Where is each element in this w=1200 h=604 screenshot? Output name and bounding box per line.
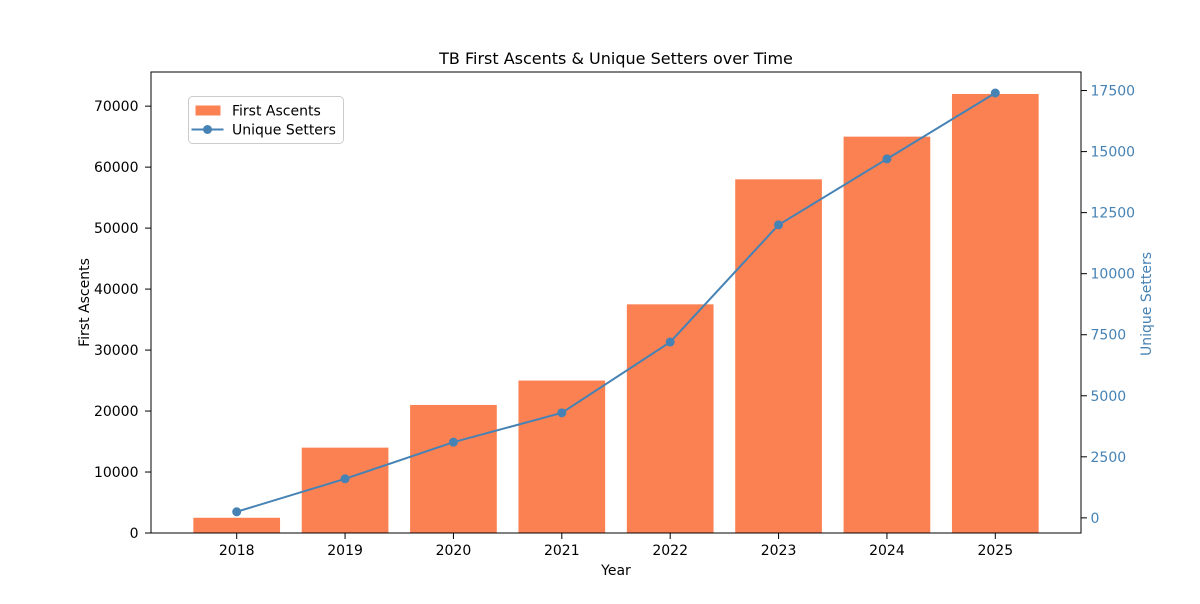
x-tick-label-2021: 2021	[544, 543, 580, 559]
line-point-2025	[990, 88, 1000, 98]
y-right-tick-label-17500: 17500	[1091, 84, 1136, 100]
y-left-tick-label-0: 0	[130, 526, 139, 542]
y-right-tick-label-10000: 10000	[1091, 267, 1136, 283]
bar-2021	[518, 380, 606, 533]
plot-border	[150, 71, 1082, 534]
x-tick-label-2025: 2025	[977, 543, 1013, 559]
y-left-tick-label-10000: 10000	[94, 465, 139, 481]
legend-swatch-first-ascents	[195, 105, 221, 116]
x-tick-label-2018: 2018	[219, 543, 255, 559]
y-right-tick-label-7500: 7500	[1091, 328, 1127, 344]
y-right-tick-label-0: 0	[1091, 511, 1100, 527]
bar-2019	[301, 447, 389, 533]
line-unique-setters	[236, 92, 996, 513]
bar-2024	[843, 136, 931, 533]
line-point-2021	[557, 408, 567, 418]
bar-2025	[951, 93, 1039, 533]
legend-box	[188, 96, 344, 144]
y-right-axis-label: Unique Setters	[1139, 252, 1155, 356]
line-point-2023	[774, 220, 784, 230]
line-point-2018	[232, 507, 242, 517]
chart-title: TB First Ascents & Unique Setters over T…	[438, 49, 793, 68]
legend-label-unique-setters: Unique Setters	[232, 123, 336, 139]
legend-marker-unique-setters	[203, 125, 212, 134]
y-right-tick-label-5000: 5000	[1091, 389, 1127, 405]
line-point-2020	[448, 437, 458, 447]
y-left-tick-label-70000: 70000	[94, 99, 139, 115]
y-right-tick-label-12500: 12500	[1091, 206, 1136, 222]
bar-2018	[193, 517, 281, 533]
y-right-tick-label-2500: 2500	[1091, 450, 1127, 466]
y-left-tick-label-50000: 50000	[94, 221, 139, 237]
y-left-tick-label-40000: 40000	[94, 282, 139, 298]
line-point-2022	[665, 337, 675, 347]
y-left-tick-label-20000: 20000	[94, 404, 139, 420]
line-point-2024	[882, 154, 892, 164]
x-tick-label-2023: 2023	[761, 543, 797, 559]
x-tick-label-2020: 2020	[436, 543, 472, 559]
x-tick-label-2019: 2019	[327, 543, 363, 559]
x-axis-label: Year	[600, 563, 631, 579]
legend: First Ascents Unique Setters	[188, 96, 344, 144]
y-left-tick-label-30000: 30000	[94, 343, 139, 359]
line-point-2019	[340, 474, 350, 484]
y-right-tick-label-15000: 15000	[1091, 145, 1136, 161]
bar-2023	[735, 179, 822, 533]
x-tick-label-2024: 2024	[869, 543, 905, 559]
legend-label-first-ascents: First Ascents	[232, 104, 321, 120]
y-left-tick-label-60000: 60000	[94, 160, 139, 176]
x-tick-label-2022: 2022	[652, 543, 688, 559]
y-left-axis-label: First Ascents	[77, 258, 93, 347]
bar-2020	[410, 404, 497, 533]
